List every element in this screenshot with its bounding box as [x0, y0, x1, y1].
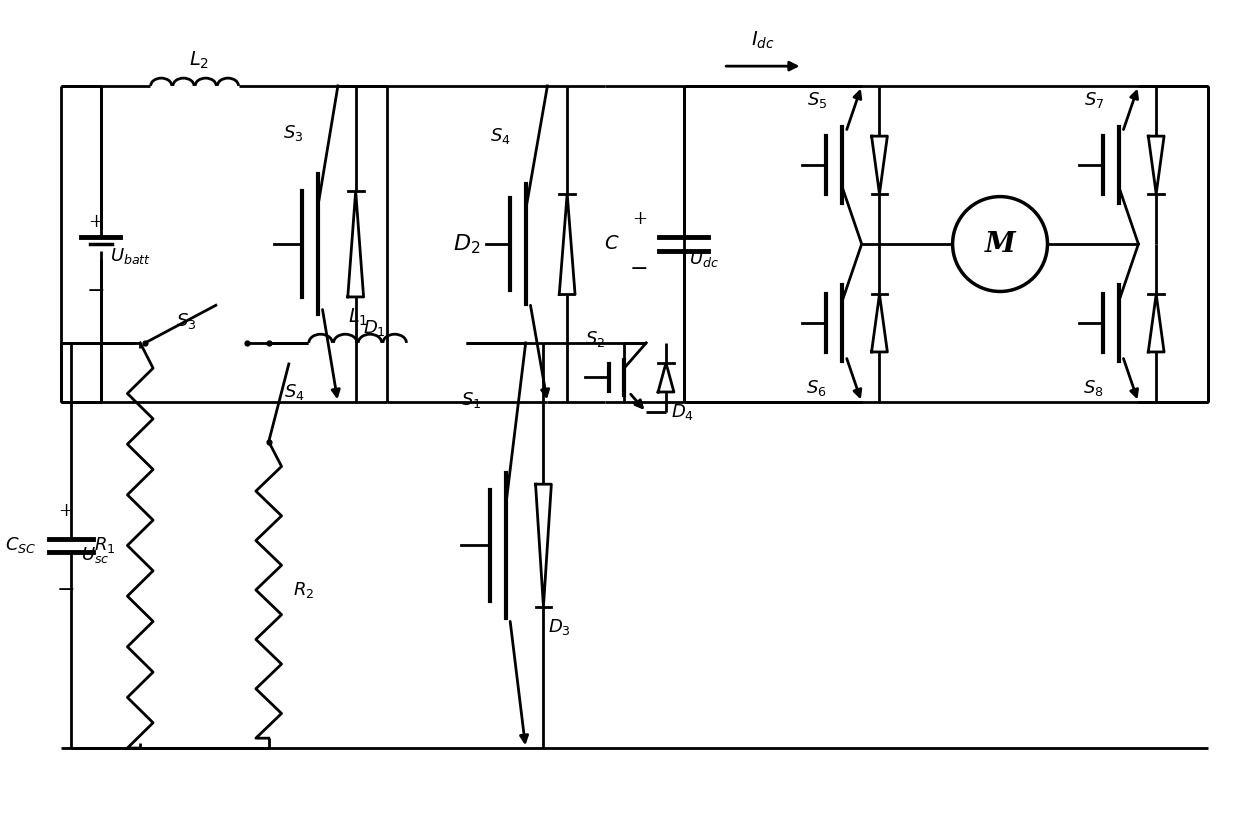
Text: $D_4$: $D_4$ [671, 402, 694, 422]
Text: $C$: $C$ [604, 235, 620, 253]
Text: $U_{sc}$: $U_{sc}$ [81, 545, 109, 566]
Text: $S_1$: $S_1$ [461, 389, 481, 409]
Text: $D_2$: $D_2$ [453, 232, 480, 255]
Text: $I_{dc}$: $I_{dc}$ [751, 30, 775, 52]
Text: $R_1$: $R_1$ [94, 536, 115, 556]
Text: −: − [87, 280, 105, 302]
Text: $D_3$: $D_3$ [548, 617, 572, 636]
Text: $L_1$: $L_1$ [347, 307, 368, 328]
Text: $C_{SC}$: $C_{SC}$ [5, 536, 36, 556]
Text: $S_7$: $S_7$ [1084, 91, 1104, 111]
Text: $S_8$: $S_8$ [1084, 378, 1104, 398]
Text: $U_{dc}$: $U_{dc}$ [688, 249, 719, 269]
Text: $U_{batt}$: $U_{batt}$ [110, 246, 151, 266]
Text: $L_2$: $L_2$ [190, 50, 210, 71]
Text: $R_2$: $R_2$ [294, 580, 315, 600]
Text: +: + [58, 502, 73, 520]
Text: +: + [632, 210, 647, 228]
Text: $S_4$: $S_4$ [490, 126, 511, 146]
Text: −: − [57, 579, 76, 601]
Text: +: + [88, 213, 103, 230]
Text: $S_5$: $S_5$ [807, 91, 827, 111]
Text: $S_2$: $S_2$ [584, 329, 605, 349]
Text: $D_1$: $D_1$ [362, 318, 386, 338]
Text: $S_4$: $S_4$ [284, 382, 304, 403]
Text: $S_3$: $S_3$ [283, 123, 304, 143]
Text: $S_3$: $S_3$ [176, 311, 196, 331]
Text: M: M [985, 230, 1016, 258]
Text: −: − [630, 258, 649, 280]
Text: $S_6$: $S_6$ [806, 378, 827, 398]
